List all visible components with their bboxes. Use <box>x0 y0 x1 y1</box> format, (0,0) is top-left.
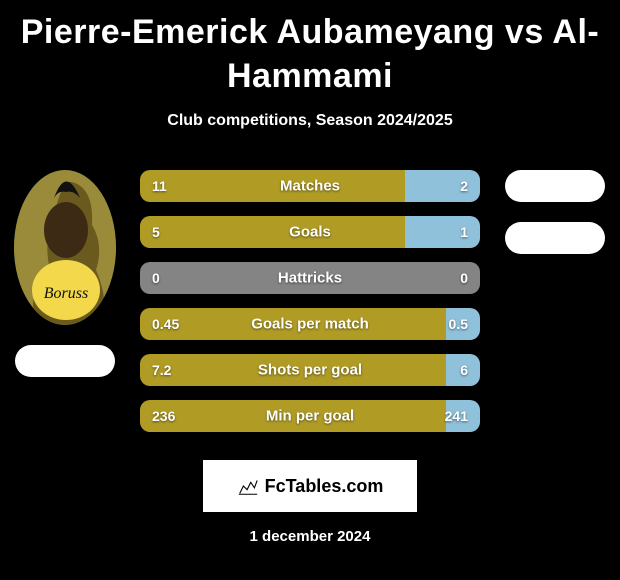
aubameyang-illustration: Boruss <box>14 170 116 325</box>
stat-label: Matches <box>140 178 480 195</box>
brand-logo-box: FcTables.com <box>203 460 417 512</box>
title-line-1: Pierre-Emerick Aubameyang vs Al- <box>21 13 600 51</box>
stats-list: 112Matches 51Goals 00Hattricks 0.450.5Goals… <box>140 160 480 432</box>
stat-label: Goals per match <box>140 316 480 333</box>
stat-row: 00Hattricks <box>140 262 480 294</box>
fctables-icon <box>237 475 259 497</box>
right-player-name-pill-1 <box>505 170 605 202</box>
stat-row: 7.26Shots per goal <box>140 354 480 386</box>
left-player-column: Boruss <box>10 170 120 377</box>
page-title: Pierre-Emerick Aubameyang vs Al- Hammami <box>0 0 620 98</box>
main-area: Boruss 112Matches 51Goals 00Hattricks 0.450… <box>0 160 620 545</box>
brand-text: FcTables.com <box>265 476 384 497</box>
right-player-column <box>500 170 610 254</box>
comparison-card: Pierre-Emerick Aubameyang vs Al- Hammami… <box>0 0 620 580</box>
stat-label: Goals <box>140 224 480 241</box>
stat-row: 236241Min per goal <box>140 400 480 432</box>
stat-row: 112Matches <box>140 170 480 202</box>
stat-row: 0.450.5Goals per match <box>140 308 480 340</box>
stat-label: Shots per goal <box>140 362 480 379</box>
title-line-2: Hammami <box>227 57 393 95</box>
svg-text:Boruss: Boruss <box>44 285 88 302</box>
right-player-name-pill-2 <box>505 222 605 254</box>
page-subtitle: Club competitions, Season 2024/2025 <box>0 112 620 130</box>
date-label: 1 december 2024 <box>0 528 620 545</box>
stat-row: 51Goals <box>140 216 480 248</box>
stat-label: Min per goal <box>140 408 480 425</box>
stat-label: Hattricks <box>140 270 480 287</box>
left-player-name-pill <box>15 345 115 377</box>
left-player-avatar: Boruss <box>14 170 116 325</box>
